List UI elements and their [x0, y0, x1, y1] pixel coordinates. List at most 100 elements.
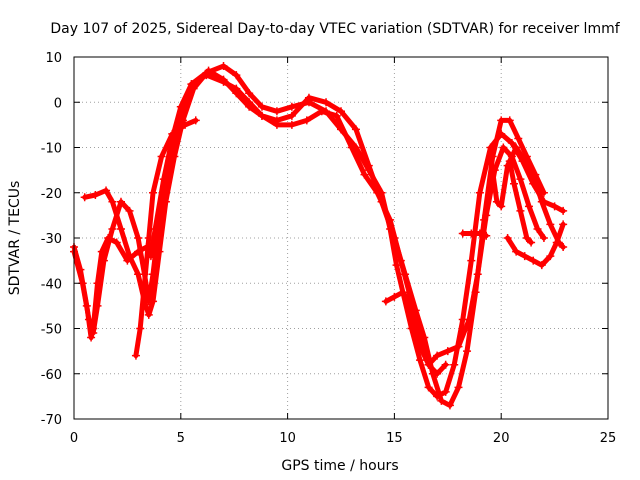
data-point [516, 206, 525, 215]
data-point [144, 234, 153, 242]
data-point [364, 161, 373, 170]
data-point [433, 369, 442, 378]
data-point [322, 98, 331, 107]
series-line [505, 221, 566, 268]
data-point [514, 134, 523, 143]
data-point [516, 175, 525, 184]
data-point [245, 89, 254, 98]
data-point [443, 347, 452, 356]
data-point [418, 347, 427, 356]
data-point [546, 220, 555, 229]
data-point [454, 383, 463, 392]
data-point [533, 224, 542, 233]
data-point [232, 89, 241, 98]
data-point [527, 238, 536, 247]
data-point [108, 224, 117, 233]
data-point [529, 256, 538, 265]
x-tick-label: 20 [493, 431, 510, 446]
chart-title: Day 107 of 2025, Sidereal Day-to-day VTE… [50, 21, 620, 37]
data-point [467, 256, 476, 265]
data-point [99, 256, 108, 265]
x-tick-label: 0 [70, 431, 78, 446]
series-line [460, 231, 489, 239]
plot-area [70, 62, 568, 410]
data-point [441, 360, 450, 369]
data-point [317, 107, 326, 116]
data-point [465, 315, 474, 324]
data-point [108, 197, 117, 206]
data-point [373, 188, 382, 197]
data-point [304, 93, 313, 102]
data-point [454, 342, 463, 351]
data-point [529, 170, 538, 179]
y-axis-label: SDTVAR / TECUs [7, 181, 23, 296]
data-point [559, 220, 568, 229]
series-8 [458, 229, 491, 240]
data-point [505, 116, 514, 125]
data-point [89, 329, 98, 338]
data-point [257, 102, 266, 111]
data-point [245, 102, 254, 111]
data-point [497, 116, 506, 125]
data-point [136, 324, 145, 333]
data-point [140, 279, 149, 288]
data-point [441, 387, 450, 396]
data-point [467, 229, 476, 238]
data-point [125, 206, 134, 215]
y-tick-label: 0 [54, 96, 62, 111]
y-tick-label: -50 [41, 323, 62, 338]
data-point [503, 234, 512, 242]
series-9 [505, 157, 536, 247]
data-point [497, 202, 506, 211]
data-point [499, 143, 508, 152]
y-tick-label: 10 [45, 51, 62, 66]
x-axis-label: GPS time / hours [281, 458, 398, 474]
data-point [482, 231, 491, 240]
data-point [91, 191, 100, 200]
data-point [473, 270, 482, 279]
data-point [411, 324, 420, 333]
series-7 [503, 220, 568, 270]
data-point [181, 120, 190, 129]
data-point [219, 75, 228, 84]
data-point [87, 333, 96, 342]
data-point [351, 125, 360, 134]
data-point [134, 270, 143, 279]
data-point [390, 292, 399, 301]
data-point [559, 243, 568, 252]
data-point [189, 84, 198, 93]
series-line [82, 68, 547, 368]
data-point [559, 206, 568, 215]
data-point [219, 62, 228, 71]
series-3 [80, 66, 548, 369]
data-point [144, 310, 153, 319]
y-tick-label: -60 [41, 368, 62, 383]
data-point [537, 261, 546, 270]
data-point [191, 116, 200, 125]
data-point [445, 401, 454, 410]
data-point [539, 234, 548, 242]
data-point [512, 143, 521, 152]
data-point [424, 383, 433, 392]
data-point [482, 211, 491, 220]
axis-ticks: 0 5 10 15 20 25 10 0 -10 -20 -30 -40 -50 -60 -70 [41, 51, 617, 446]
data-point [112, 238, 121, 247]
data-point [149, 188, 158, 197]
data-point [102, 186, 111, 195]
data-point [272, 120, 281, 129]
data-point [125, 252, 134, 261]
data-point [524, 202, 533, 211]
data-point [546, 252, 555, 261]
data-point [116, 224, 125, 233]
data-point [360, 170, 369, 179]
x-tick-label: 5 [177, 431, 185, 446]
data-point [347, 143, 356, 152]
data-point [161, 197, 170, 206]
data-point [257, 111, 266, 120]
data-point [178, 116, 187, 125]
data-point [149, 297, 158, 306]
data-point [492, 197, 501, 206]
data-point [507, 138, 516, 147]
data-point [386, 215, 395, 224]
